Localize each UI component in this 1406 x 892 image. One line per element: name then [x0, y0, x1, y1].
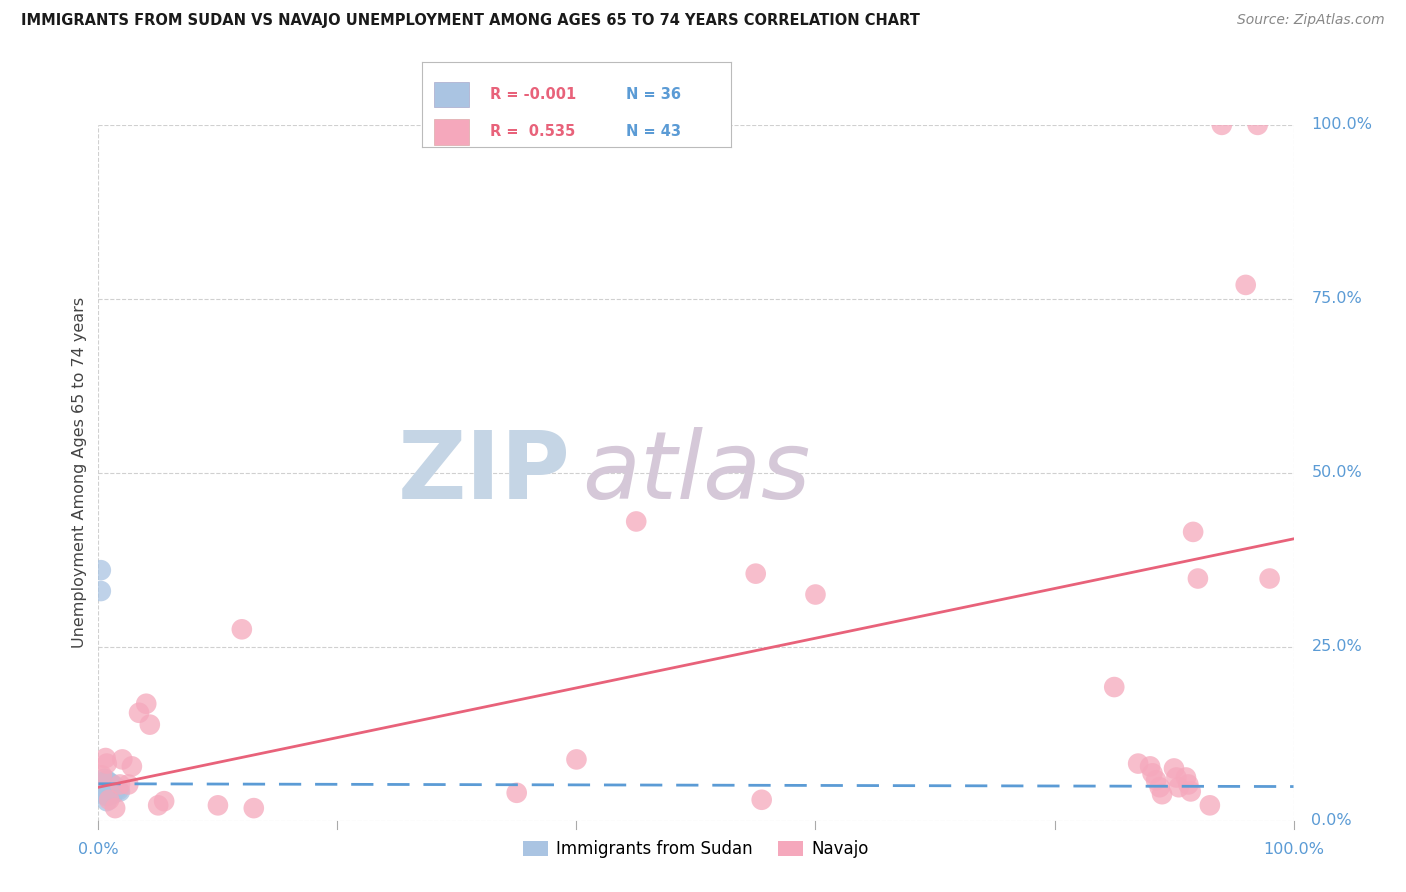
Text: 100.0%: 100.0% [1312, 118, 1372, 132]
Point [1198, 798, 1220, 813]
Point [94, 775, 117, 789]
Point [107, 781, 129, 796]
Point [94, 780, 117, 795]
Point [98, 786, 121, 800]
Point [135, 697, 157, 711]
Point [111, 752, 134, 766]
Point [1142, 766, 1164, 780]
Text: 100.0%: 100.0% [1263, 841, 1324, 856]
Point [128, 706, 150, 720]
Text: N = 36: N = 36 [626, 87, 681, 103]
Point [1166, 771, 1188, 785]
Point [139, 717, 162, 731]
Point [96, 773, 118, 788]
Text: 25.0%: 25.0% [1312, 640, 1362, 654]
Point [1139, 759, 1161, 773]
Point [1246, 118, 1268, 132]
Point [1234, 277, 1257, 292]
Point [97, 784, 120, 798]
Point [97, 789, 120, 803]
Point [91, 768, 114, 782]
Point [96, 780, 118, 795]
Point [565, 752, 588, 766]
Point [90, 563, 112, 577]
Point [1167, 780, 1189, 795]
Point [96, 756, 118, 771]
Point [91, 782, 114, 797]
Legend: Immigrants from Sudan, Navajo: Immigrants from Sudan, Navajo [516, 833, 876, 864]
Text: ZIP: ZIP [398, 426, 571, 519]
Bar [434, 120, 470, 145]
Point [207, 798, 229, 813]
Point [100, 779, 122, 793]
Point [97, 780, 120, 795]
Point [804, 587, 827, 601]
Text: 50.0%: 50.0% [1312, 466, 1362, 480]
Point [101, 787, 124, 801]
Point [153, 794, 176, 808]
Point [1180, 784, 1202, 798]
Point [93, 772, 115, 786]
Text: 0.0%: 0.0% [79, 841, 118, 856]
Text: Source: ZipAtlas.com: Source: ZipAtlas.com [1237, 13, 1385, 28]
Point [745, 566, 768, 581]
Point [148, 798, 170, 813]
Y-axis label: Unemployment Among Ages 65 to 74 years: Unemployment Among Ages 65 to 74 years [72, 297, 87, 648]
Point [91, 779, 114, 793]
Point [97, 775, 120, 789]
Text: 0.0%: 0.0% [1312, 814, 1353, 828]
Point [98, 781, 121, 796]
Point [108, 777, 131, 791]
Point [98, 777, 121, 791]
Point [98, 787, 122, 801]
Point [1187, 572, 1209, 586]
Text: N = 43: N = 43 [626, 124, 681, 139]
Text: IMMIGRANTS FROM SUDAN VS NAVAJO UNEMPLOYMENT AMONG AGES 65 TO 74 YEARS CORRELATI: IMMIGRANTS FROM SUDAN VS NAVAJO UNEMPLOY… [21, 13, 920, 29]
Point [1163, 761, 1185, 775]
Point [1177, 777, 1199, 791]
Text: atlas: atlas [582, 427, 811, 518]
Point [107, 783, 129, 797]
Point [108, 784, 131, 798]
Point [91, 775, 114, 789]
Point [100, 783, 122, 797]
Point [1258, 572, 1281, 586]
Point [101, 777, 124, 791]
Point [103, 780, 125, 795]
Point [96, 784, 118, 798]
Point [1175, 771, 1198, 785]
Point [1211, 118, 1233, 132]
Point [98, 793, 121, 807]
Point [624, 515, 647, 529]
Point [93, 779, 115, 793]
Bar [434, 82, 470, 107]
Point [96, 794, 118, 808]
Point [506, 786, 529, 800]
Point [1128, 756, 1150, 771]
Point [98, 781, 122, 796]
Point [94, 751, 117, 765]
Point [94, 787, 117, 801]
Point [751, 793, 773, 807]
Point [1144, 773, 1167, 788]
Point [104, 801, 127, 815]
Text: 75.0%: 75.0% [1312, 292, 1362, 306]
Point [105, 780, 128, 795]
Point [1149, 780, 1171, 795]
Point [93, 786, 115, 800]
Point [231, 623, 253, 637]
Point [121, 759, 143, 773]
Point [1150, 787, 1173, 801]
Point [104, 780, 127, 795]
Text: R = -0.001: R = -0.001 [489, 87, 576, 103]
Point [243, 801, 266, 815]
Point [117, 777, 139, 791]
Point [98, 776, 122, 790]
Point [96, 789, 118, 804]
Point [90, 584, 112, 599]
Point [1102, 680, 1125, 694]
Point [1182, 524, 1205, 539]
Text: R =  0.535: R = 0.535 [489, 124, 575, 139]
